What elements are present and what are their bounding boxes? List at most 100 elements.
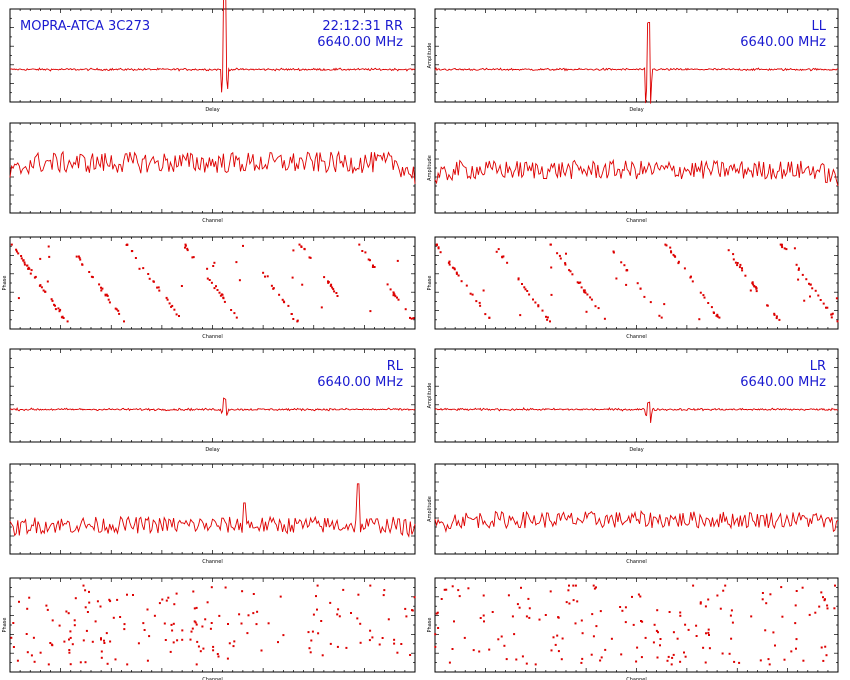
phase-point [738, 266, 741, 269]
phase-point [212, 265, 215, 267]
phase-point [780, 586, 783, 589]
phase-point [39, 257, 42, 260]
phase-point [546, 318, 549, 321]
phase-point [632, 623, 635, 626]
phase-point [79, 258, 82, 261]
phase-point [238, 279, 241, 282]
phase-point [73, 624, 76, 627]
phase-point [639, 595, 642, 598]
phase-point [538, 618, 541, 621]
phase-point [26, 651, 29, 654]
phase-point [91, 640, 94, 643]
phase-point [752, 283, 755, 286]
phase-point [117, 309, 120, 312]
phase-point [126, 663, 129, 666]
phase-point [479, 617, 482, 619]
phase-point [238, 613, 241, 616]
phase-point [242, 244, 244, 247]
phase-point [393, 642, 396, 645]
panel-frame [9, 577, 416, 673]
phase-point [672, 631, 675, 634]
phase-point [219, 294, 222, 297]
phase-point [230, 309, 233, 311]
phase-point [357, 593, 360, 596]
phase-point [206, 267, 209, 270]
phase-point [100, 637, 102, 640]
phase-point [46, 608, 49, 611]
phase-point [27, 267, 30, 270]
phase-point [703, 296, 706, 299]
phase-point [79, 661, 82, 664]
phase-point [146, 608, 149, 611]
phase-point [753, 285, 756, 288]
phase-point [572, 584, 575, 587]
phase-point [797, 268, 800, 271]
phase-point [59, 308, 62, 311]
phase-point [26, 264, 29, 267]
phase-point [30, 269, 33, 272]
phase-point [565, 601, 568, 604]
phase-point [569, 270, 572, 273]
phase-point [108, 598, 111, 601]
panel-frame [434, 122, 839, 214]
phase-point [448, 661, 451, 664]
phase-point [739, 263, 742, 266]
phase-point [664, 243, 667, 246]
phase-point [826, 604, 829, 607]
phase-point [525, 662, 528, 665]
phase-point [173, 308, 176, 311]
phase-point [327, 280, 329, 283]
phase-point [620, 261, 623, 264]
phase-point [10, 243, 13, 246]
phase-point [206, 277, 209, 280]
amplitude-trace [9, 483, 416, 538]
phase-point [707, 628, 710, 631]
phase-point [640, 656, 643, 659]
phase-point [488, 648, 491, 651]
phase-point [781, 246, 784, 249]
phase-point [358, 243, 361, 246]
phase-point [568, 584, 570, 587]
phase-point [69, 636, 72, 639]
panel-10: Channel Phase [2, 577, 416, 680]
phase-point [604, 648, 607, 651]
phase-point [814, 611, 817, 614]
phase-point [574, 584, 577, 587]
phase-point [783, 658, 786, 661]
phase-point [73, 619, 76, 622]
phase-point [393, 638, 396, 641]
phase-point [620, 653, 623, 656]
phase-point [23, 263, 26, 266]
phase-point [453, 620, 455, 623]
phase-point [830, 316, 833, 319]
phase-point [599, 659, 602, 662]
phase-point [409, 654, 412, 656]
phase-point [724, 584, 727, 587]
phase-point [824, 645, 827, 648]
x-axis-label: Delay [205, 447, 219, 453]
phase-point [226, 657, 229, 660]
phase-point [372, 264, 374, 267]
phase-point [184, 246, 186, 249]
phase-point [54, 308, 57, 311]
phase-point [590, 298, 593, 301]
phase-point [175, 313, 178, 316]
phase-point [62, 317, 65, 319]
phase-point [749, 289, 752, 292]
phase-point [290, 313, 293, 315]
phase-point [809, 295, 811, 298]
phase-point [15, 250, 18, 253]
phase-point [170, 623, 173, 626]
source-label: MOPRA-ATCA 3C273 [20, 19, 150, 34]
x-axis-label: Channel [202, 218, 223, 224]
phase-point [730, 609, 733, 612]
phase-point [808, 613, 811, 616]
phase-point [658, 314, 661, 317]
phase-point [216, 653, 219, 655]
phase-point [114, 307, 117, 310]
phase-point [524, 288, 527, 291]
panel-8: Channel [9, 463, 416, 565]
phase-point [100, 638, 102, 641]
phase-point [165, 296, 168, 299]
phase-point [764, 629, 767, 632]
